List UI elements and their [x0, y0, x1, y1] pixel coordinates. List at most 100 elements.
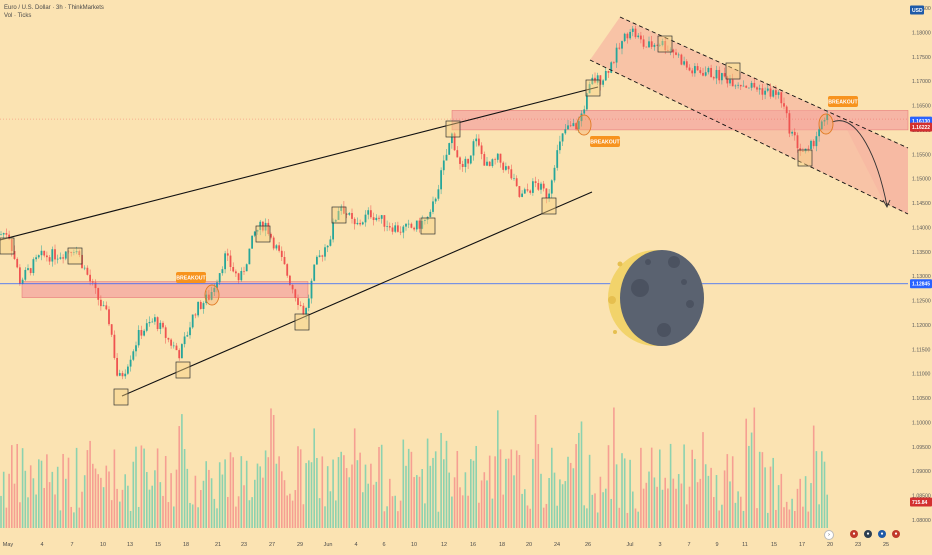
time-axis-label: 15: [771, 542, 777, 548]
candle-body: [199, 301, 202, 309]
candle-body: [151, 321, 154, 323]
volume-bar: [83, 475, 86, 528]
candle-body: [818, 129, 820, 137]
time-axis-label: Jun: [324, 542, 333, 548]
volume-bar: [521, 493, 523, 528]
volume-bar: [418, 476, 421, 528]
volume-bar: [642, 488, 645, 528]
volume-bar: [59, 510, 62, 528]
volume-bar: [448, 472, 450, 528]
candle-body: [129, 359, 132, 367]
candle-body: [518, 186, 521, 197]
candle-body: [807, 148, 810, 150]
volume-bar: [78, 507, 81, 528]
candle-body: [559, 141, 561, 151]
time-axis-label: 24: [554, 542, 560, 548]
volume-bar: [488, 455, 491, 528]
candle-body: [534, 181, 537, 184]
candle-body: [424, 219, 426, 221]
candle-body: [596, 75, 599, 83]
volume-bar: [89, 440, 91, 528]
candle-body: [413, 227, 415, 230]
volume-bar: [97, 474, 99, 528]
candle-body: [580, 113, 583, 122]
price-tag: [910, 497, 932, 507]
volume-bar: [578, 432, 580, 528]
candle-body: [218, 273, 221, 283]
candle-body: [715, 69, 718, 79]
time-axis-label: Jul: [626, 542, 633, 548]
volume-bar: [391, 496, 394, 528]
candle-body: [224, 253, 226, 270]
candle-body: [75, 251, 78, 253]
candle-body: [251, 235, 253, 249]
volume-bar: [140, 445, 143, 528]
candle-body: [16, 258, 19, 268]
candle-body: [696, 66, 699, 71]
candle-body: [623, 33, 626, 42]
candle-body: [256, 229, 259, 232]
candle-body: [793, 131, 796, 136]
volume-bar: [737, 491, 739, 528]
volume-bar: [159, 482, 162, 528]
volume-bar: [345, 468, 348, 528]
volume-bar: [564, 481, 567, 528]
volume-bar: [483, 472, 486, 528]
volume-bar: [451, 496, 453, 528]
volume-bar: [659, 449, 661, 528]
time-axis-label: 10: [100, 542, 106, 548]
candle-body: [113, 334, 116, 358]
volume-bar: [780, 473, 783, 528]
candle-body: [729, 79, 731, 84]
volume-bar: [65, 478, 67, 528]
candle-body: [359, 222, 361, 225]
volume-bar: [189, 502, 191, 528]
time-axis-label: 27: [269, 542, 275, 548]
volume-bar: [332, 459, 334, 528]
volume-bar: [767, 512, 769, 528]
volume-bar: [75, 447, 78, 528]
candle-body: [718, 69, 721, 81]
volume-bar: [569, 462, 572, 528]
volume-bar: [756, 508, 758, 528]
candle-body: [154, 317, 156, 322]
volume-bar: [548, 478, 550, 528]
volume-bar: [640, 447, 642, 528]
volume-bar: [108, 471, 110, 528]
volume-bar: [785, 501, 788, 528]
candle-body: [167, 337, 170, 340]
volume-bar: [621, 453, 623, 528]
volume-bar: [407, 448, 410, 528]
moon-crater: [668, 256, 680, 268]
candle-body: [661, 40, 664, 46]
volume-bar: [421, 469, 423, 528]
candle-body: [726, 76, 729, 84]
candle-body: [148, 321, 151, 324]
candle-body: [10, 239, 13, 252]
candle-body: [421, 220, 424, 229]
volume-bar: [259, 466, 261, 528]
candle-body: [658, 45, 661, 46]
candle-body: [548, 193, 550, 199]
candle-body: [372, 217, 375, 221]
volume-bar: [702, 432, 704, 528]
volume-bar: [370, 463, 372, 528]
candle-body: [324, 247, 326, 257]
candle-body: [772, 90, 775, 97]
volume-bar: [505, 458, 507, 528]
volume-bar: [70, 506, 72, 528]
candle-body: [467, 158, 469, 164]
candle-body: [162, 322, 164, 328]
candle-body: [486, 161, 488, 166]
candle-body: [613, 62, 615, 63]
candle-body: [43, 250, 46, 256]
volume-bar: [21, 448, 24, 528]
volume-bar: [783, 507, 785, 528]
scroll-to-realtime-icon[interactable]: ›: [824, 530, 834, 540]
candle-body: [569, 125, 572, 127]
volume-bar: [443, 459, 445, 528]
volume-bar: [378, 446, 380, 528]
volume-bar: [310, 462, 313, 528]
